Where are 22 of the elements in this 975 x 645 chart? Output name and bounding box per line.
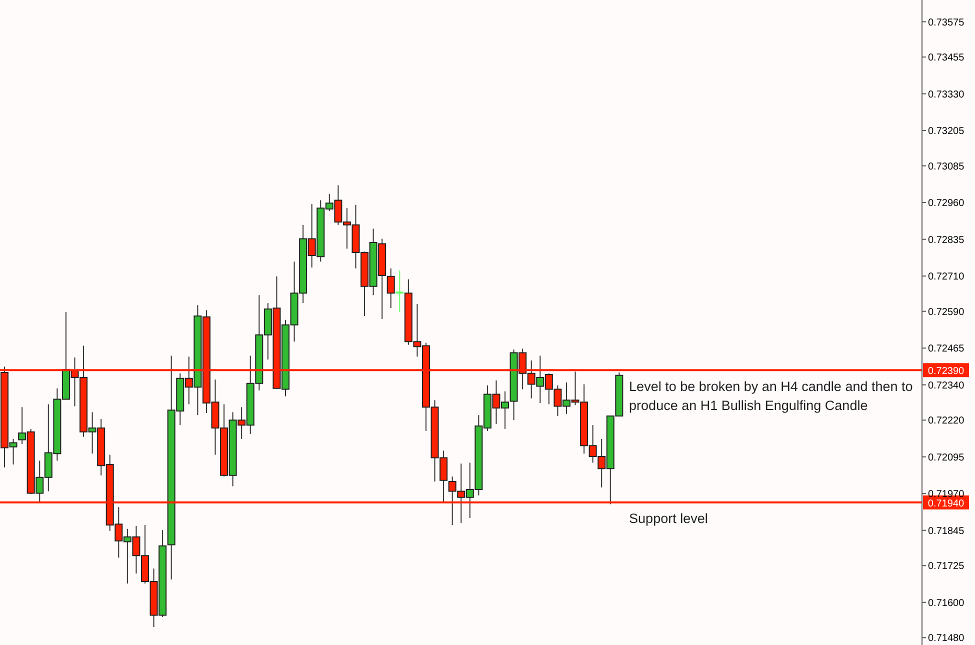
annotation: Support level	[629, 510, 709, 528]
y-tick-label: 0.72590	[928, 306, 965, 318]
y-tick-label: 0.72835	[928, 234, 965, 246]
ref-line-label: 0.71940	[928, 498, 965, 510]
ref-line-label: 0.72390	[928, 366, 965, 378]
annotation: Level to be broken by an H4 candle and then to produce an H1 Bullish Engulfing Candle	[629, 378, 914, 416]
y-tick-label: 0.72095	[928, 452, 965, 464]
y-tick-label: 0.71600	[928, 598, 965, 609]
y-tick-label: 0.73455	[928, 52, 965, 64]
y-tick-label: 0.73085	[928, 161, 965, 172]
y-tick-label: 0.72220	[928, 416, 965, 427]
y-tick-label: 0.72710	[928, 272, 965, 283]
y-tick-label: 0.73205	[928, 126, 965, 138]
y-tick-label: 0.71480	[928, 633, 965, 644]
y-tick-label: 0.72960	[928, 198, 965, 210]
y-tick-label: 0.71845	[928, 526, 965, 537]
y-tick-label: 0.72465	[928, 344, 965, 355]
candlestick	[396, 270, 404, 312]
y-tick-label: 0.71725	[928, 561, 965, 572]
y-tick-label: 0.73330	[928, 89, 965, 100]
y-tick-label: 0.72340	[928, 380, 965, 392]
y-tick-label: 0.73575	[928, 17, 965, 28]
